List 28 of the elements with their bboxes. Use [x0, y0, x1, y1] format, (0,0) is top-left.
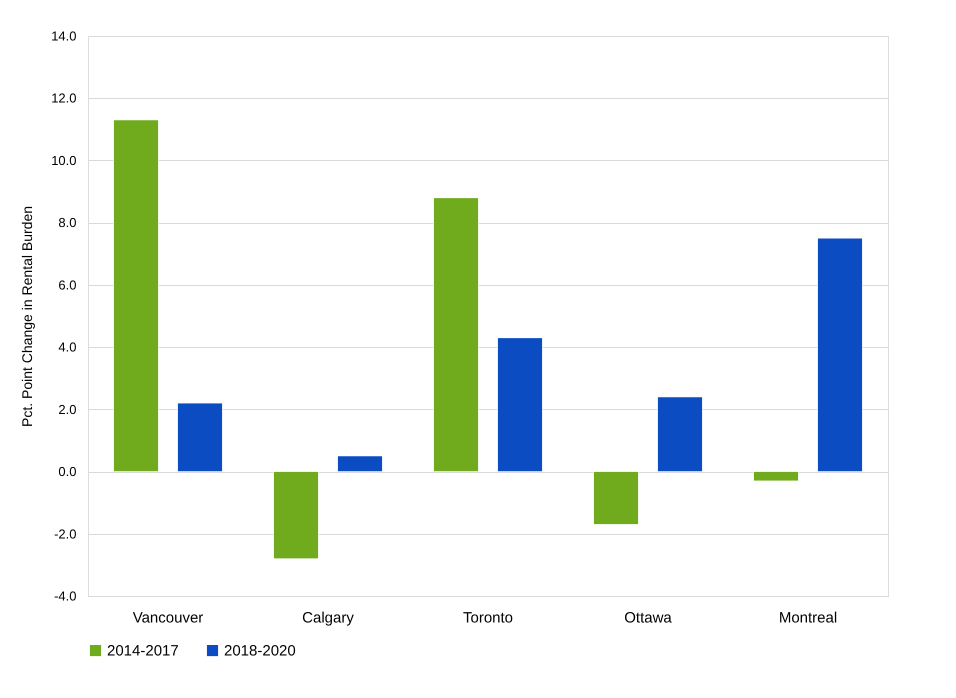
bar [433, 197, 479, 472]
y-tick-label: -4.0 [54, 588, 76, 604]
x-tick-label: Montreal [778, 610, 838, 626]
bar [337, 456, 383, 472]
bar [753, 471, 799, 482]
bar [177, 402, 223, 472]
y-tick-label: -2.0 [54, 526, 76, 542]
bar [593, 471, 639, 525]
bar [497, 337, 543, 472]
x-tick-label: Toronto [462, 610, 514, 626]
x-tick-label: Ottawa [624, 610, 672, 626]
x-tick-label: Vancouver [132, 610, 204, 626]
y-tick-label: 0.0 [58, 464, 76, 480]
legend-label: 2018-2020 [224, 642, 296, 660]
y-axis-title: Pct. Point Change in Rental Burden [19, 206, 36, 428]
bar [817, 238, 863, 472]
x-tick-label: Calgary [302, 610, 354, 626]
y-tick-label: 10.0 [51, 152, 76, 168]
y-tick-label: 4.0 [58, 340, 76, 355]
bar [657, 396, 703, 472]
bar [113, 120, 159, 472]
y-tick-label: 14.0 [51, 28, 76, 44]
legend-label: 2014-2017 [107, 642, 179, 660]
y-tick-label: 12.0 [51, 90, 76, 106]
y-tick-label: 8.0 [58, 215, 76, 230]
bar [273, 471, 319, 559]
y-tick-label: 2.0 [58, 402, 76, 417]
y-tick-label: 6.0 [58, 277, 76, 292]
